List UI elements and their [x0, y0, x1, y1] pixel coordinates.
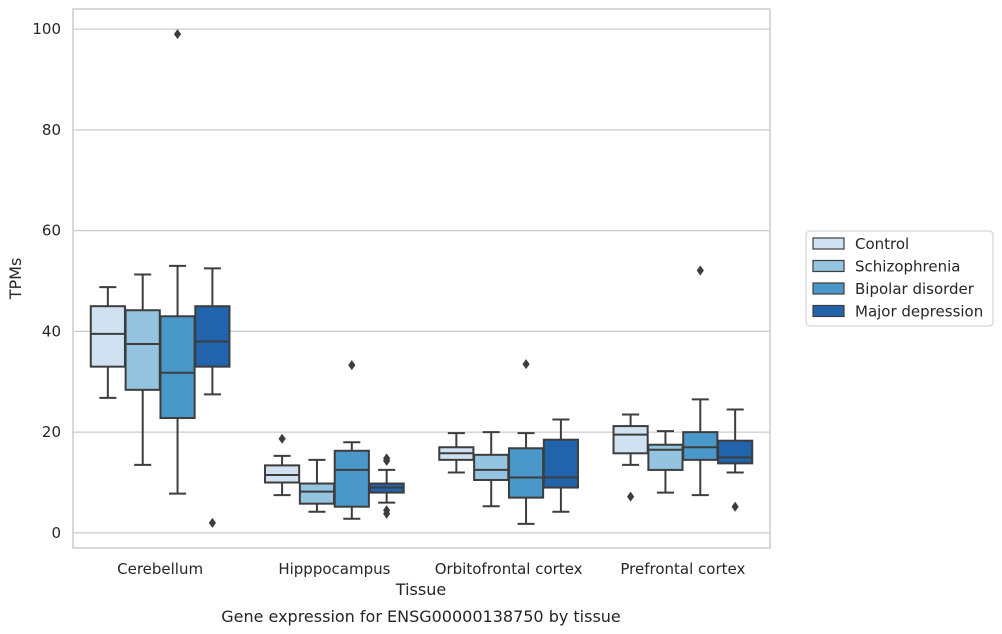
box-major-depression-2	[542, 418, 579, 513]
box-iqr	[194, 305, 231, 368]
box-major-depression-1	[368, 453, 405, 519]
y-tick-label: 80	[42, 121, 61, 139]
legend-label: Major depression	[855, 303, 983, 321]
y-tick-label: 20	[42, 423, 61, 441]
legend-swatch	[812, 304, 845, 318]
box-iqr	[717, 439, 754, 465]
outlier-point	[522, 359, 530, 370]
y-tick-label: 100	[32, 20, 61, 38]
y-tick-label: 0	[51, 524, 61, 542]
outlier-point	[731, 501, 739, 512]
box-iqr	[264, 464, 301, 484]
box-iqr	[682, 431, 719, 461]
box-iqr	[333, 449, 370, 508]
box-iqr	[647, 443, 684, 471]
box-schizophrenia-3	[647, 430, 684, 494]
x-axis-title: Tissue	[395, 580, 446, 599]
box-control-3	[612, 413, 649, 502]
box-bipolar-disorder-1	[333, 360, 370, 520]
outlier-point	[696, 265, 704, 276]
outlier-point	[383, 508, 391, 519]
y-tick-labels: 0 20 40 60 80 100	[32, 20, 61, 542]
box-bipolar-disorder-3	[682, 265, 719, 497]
outlier-point	[208, 517, 216, 528]
box-schizophrenia-1	[298, 458, 336, 513]
outlier-point	[348, 360, 356, 371]
outlier-point	[383, 455, 391, 466]
outlier-point	[278, 433, 286, 444]
y-tick-label: 40	[42, 322, 61, 340]
box-iqr	[542, 438, 579, 489]
box-schizophrenia-2	[473, 431, 510, 508]
legend-swatch	[812, 259, 845, 273]
box-major-depression-3	[717, 408, 754, 512]
box-iqr	[89, 305, 126, 368]
x-tick-label: Cerebellum	[117, 560, 203, 578]
legend-swatch	[812, 282, 845, 295]
x-tick-label: Prefrontal cortex	[620, 560, 745, 578]
legend: Control Schizophrenia Bipolar disorder Majo…	[805, 230, 994, 327]
y-tick-label: 60	[42, 222, 61, 240]
legend-swatch	[812, 237, 845, 250]
chart-caption: Gene expression for ENSG00000138750 by t…	[221, 607, 621, 626]
box-iqr	[298, 482, 336, 505]
box-bipolar-disorder-0	[159, 29, 196, 495]
x-tick-label: Orbitofrontal cortex	[435, 560, 583, 578]
box-iqr	[159, 315, 196, 420]
box-iqr	[507, 447, 545, 499]
plot-frame	[72, 8, 771, 549]
box-iqr	[473, 453, 510, 481]
x-tick-label: Hipppocampus	[278, 560, 390, 578]
box-schizophrenia-0	[124, 273, 161, 466]
box-iqr	[612, 425, 649, 455]
x-tick-labels: Cerebellum Hipppocampus Orbitofrontal cort…	[117, 560, 745, 578]
box-control-0	[89, 286, 126, 399]
box-major-depression-0	[194, 267, 231, 528]
box-bipolar-disorder-2	[507, 359, 545, 525]
outlier-point	[173, 29, 182, 40]
box-control-1	[264, 433, 301, 497]
legend-label: Schizophrenia	[855, 258, 960, 276]
legend-frame	[805, 230, 994, 327]
legend-label: Control	[855, 235, 909, 253]
box-control-2	[438, 432, 475, 474]
legend-label: Bipolar disorder	[855, 280, 975, 298]
outlier-point	[627, 491, 635, 502]
box-plot-layer	[89, 29, 754, 528]
box-iqr	[124, 309, 161, 391]
y-axis-title: TPMs	[6, 258, 25, 301]
